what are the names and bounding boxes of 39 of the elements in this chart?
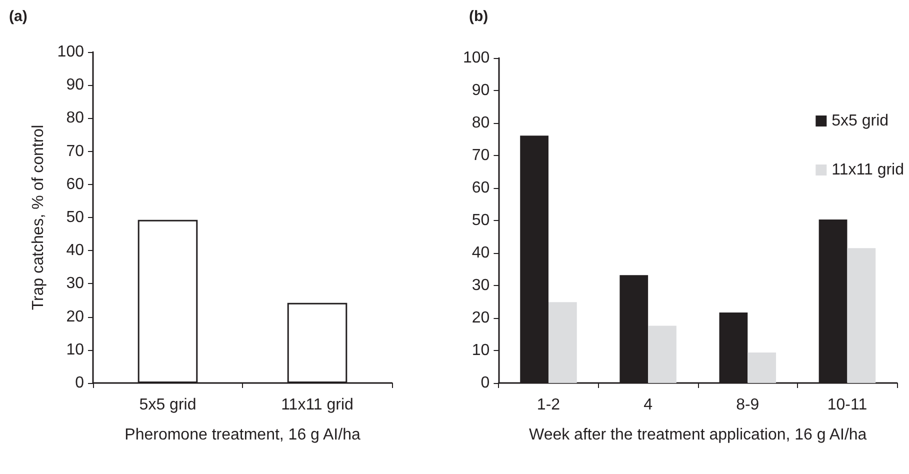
legend-label: 5x5 grid <box>832 112 889 130</box>
bar <box>648 326 676 383</box>
y-tick-label: 80 <box>66 110 84 127</box>
y-tick-label: 70 <box>472 147 490 164</box>
y-tick-label: 60 <box>66 176 84 193</box>
y-tick-label: 100 <box>57 44 84 60</box>
bar <box>847 248 876 383</box>
y-tick-label: 20 <box>472 310 490 326</box>
bar <box>748 352 776 383</box>
y-tick-label: 60 <box>472 180 490 196</box>
y-tick-label: 10 <box>66 341 84 358</box>
x-tick-label: 8-9 <box>736 396 760 414</box>
x-tick-label: 11x11 grid <box>281 396 354 414</box>
y-tick-label: 90 <box>472 82 490 99</box>
x-tick-label: 5x5 grid <box>139 396 196 414</box>
y-tick-label: 100 <box>462 50 490 66</box>
x-axis-title: Pheromone treatment, 16 g AI/ha <box>124 426 360 444</box>
legend-label: 11x11 grid <box>832 162 904 178</box>
y-tick-label: 40 <box>66 242 84 260</box>
y-tick-label: 70 <box>66 142 84 160</box>
y-tick-label: 50 <box>66 209 84 226</box>
y-axis-title: Trap catches, % of control <box>30 124 47 310</box>
x-tick-label: 10-11 <box>827 396 868 414</box>
x-tick-label: 4 <box>644 396 653 414</box>
y-tick-label: 50 <box>472 212 490 229</box>
y-tick-label: 30 <box>66 275 84 292</box>
bar <box>548 302 577 383</box>
y-tick-label: 10 <box>472 342 490 359</box>
x-axis-title: Week after the treatment application, 16 g AI/ha <box>529 426 867 444</box>
y-tick-label: 30 <box>472 277 490 294</box>
chart-title: (b) <box>469 8 488 25</box>
y-tick-label: 0 <box>75 374 84 392</box>
y-tick-label: 40 <box>472 244 490 262</box>
y-tick-label: 20 <box>66 308 84 326</box>
y-tick-label: 0 <box>480 374 490 392</box>
y-tick-label: 80 <box>472 114 490 132</box>
x-tick-label: 1-2 <box>536 396 560 414</box>
y-tick-label: 90 <box>66 76 84 94</box>
chart-title: (a) <box>9 8 28 25</box>
